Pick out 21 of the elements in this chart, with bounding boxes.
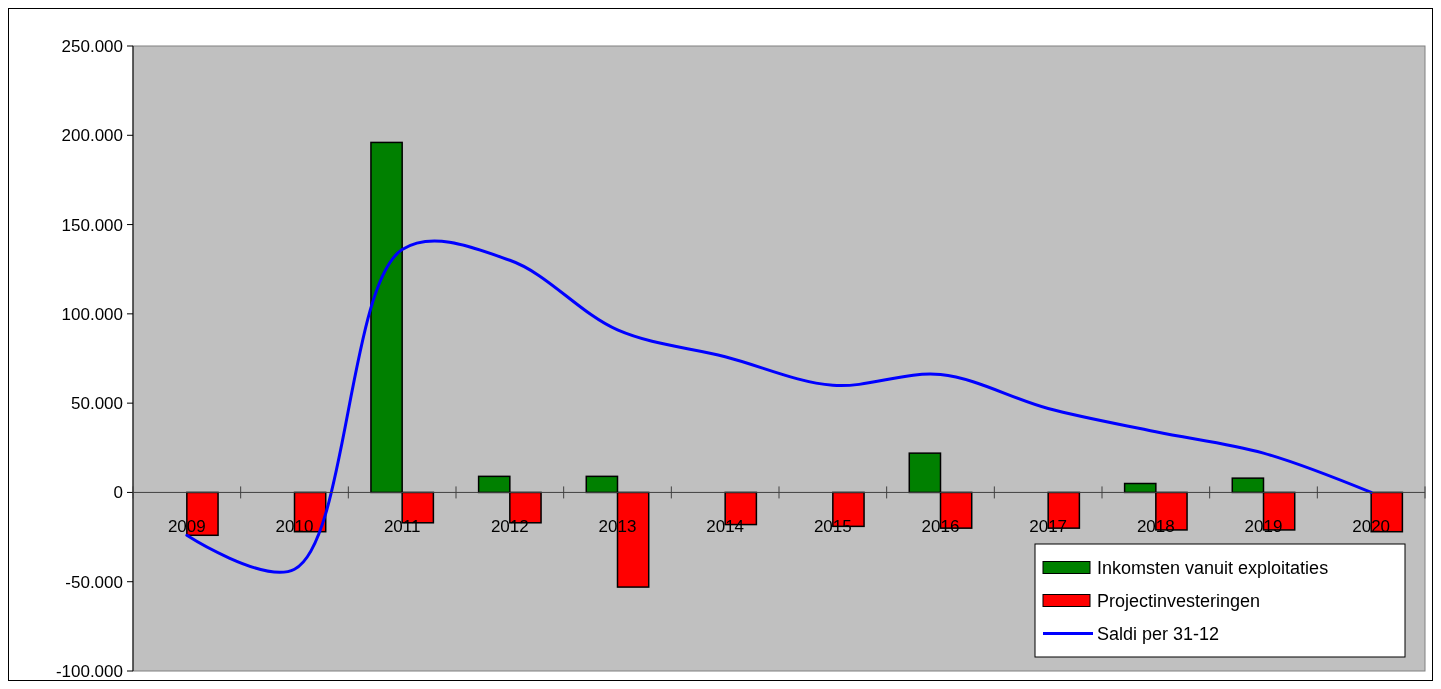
x-tick-label: 2019 [1244, 517, 1283, 537]
x-tick-label: 2012 [490, 517, 529, 537]
y-tick-label: 50.000 [71, 394, 123, 414]
x-tick-label: 2014 [706, 517, 745, 537]
y-tick-label: 0 [113, 483, 123, 503]
x-tick-label: 2017 [1029, 517, 1068, 537]
y-tick-label: -100.000 [55, 661, 123, 681]
x-tick-label: 2009 [167, 517, 206, 537]
x-tick-label: 2016 [921, 517, 960, 537]
y-tick-label: 200.000 [61, 126, 123, 146]
y-tick-label: 150.000 [61, 215, 123, 235]
x-tick-label: 2015 [813, 517, 852, 537]
legend-label: Projectinvesteringen [1097, 590, 1261, 611]
y-tick-label: -50.000 [65, 572, 123, 592]
y-tick-label: 250.000 [61, 36, 123, 56]
legend-label: Saldi per 31-12 [1097, 623, 1220, 644]
legend-label: Inkomsten vanuit exploitaties [1097, 557, 1329, 578]
y-tick-label: 100.000 [61, 304, 123, 324]
x-tick-label: 2018 [1136, 517, 1175, 537]
x-tick-label: 2013 [598, 517, 637, 537]
x-tick-label: 2011 [383, 517, 421, 537]
